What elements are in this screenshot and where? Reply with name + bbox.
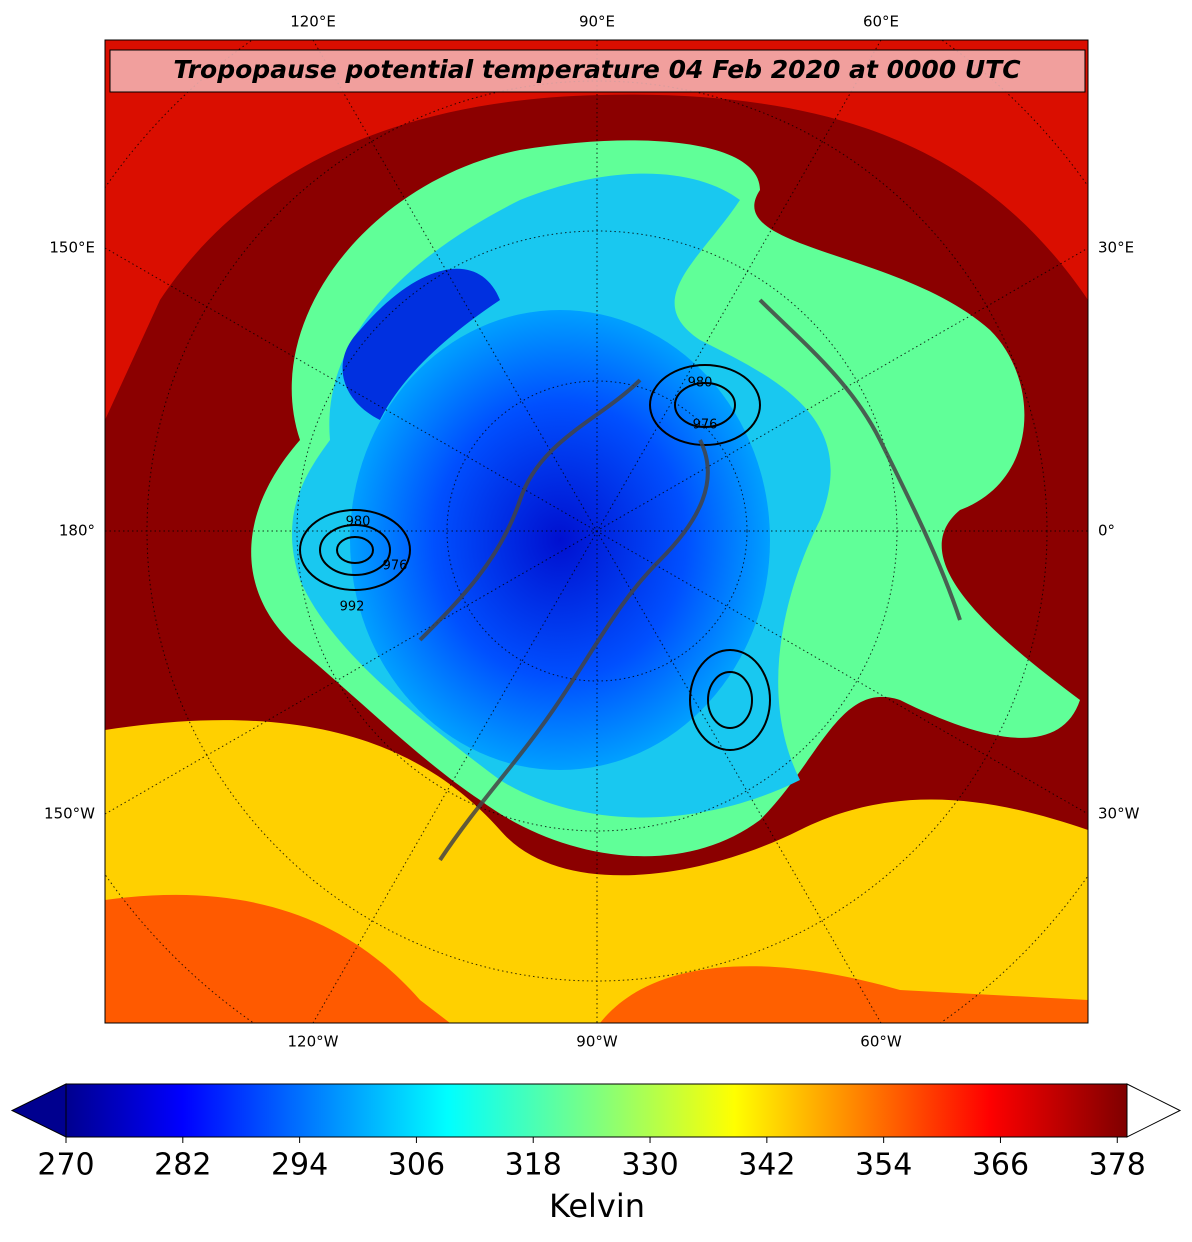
longitude-label: 90°E (579, 13, 615, 31)
contour-label: 980 (688, 376, 713, 391)
longitude-label: 30°E (1098, 239, 1134, 257)
longitude-label: 60°E (863, 13, 899, 31)
longitude-label: 30°W (1098, 805, 1140, 823)
colorbar-tick-label: 282 (154, 1148, 211, 1183)
contour-label: 980 (346, 515, 371, 530)
contour-label: 992 (340, 600, 365, 615)
longitude-label: 120°W (288, 1033, 339, 1051)
colorbar-tick-label: 306 (388, 1148, 445, 1183)
longitude-label: 150°W (44, 805, 95, 823)
contour-label: 976 (383, 559, 408, 574)
colorbar-tick-label: 318 (505, 1148, 562, 1183)
map-frame (104, 39, 1089, 1024)
colorbar-body (66, 1084, 1127, 1137)
colorbar-low-extend (10, 1083, 67, 1138)
colorbar-tick-label: 342 (738, 1148, 795, 1183)
colorbar-tick-label: 330 (621, 1148, 678, 1183)
longitude-label: 120°E (290, 13, 336, 31)
longitude-label: 180° (59, 522, 95, 540)
longitude-label: 60°W (860, 1033, 902, 1051)
colorbar-tick-label: 378 (1089, 1148, 1146, 1183)
colorbar-high-extend (1126, 1083, 1182, 1138)
contour-label: 976 (693, 418, 718, 433)
longitude-label: 0° (1098, 522, 1115, 540)
colorbar-tick-label: 294 (271, 1148, 328, 1183)
colorbar-frame (65, 1083, 1128, 1138)
colorbar: Kelvin 270 282 294 306 318 330 342 354 366 378 (10, 1083, 1182, 1225)
colorbar-tick-label: 270 (37, 1148, 94, 1183)
map-title: Tropopause potential temperature 04 Feb … (173, 55, 1021, 84)
title-box (109, 49, 1086, 93)
labels: 120°E 90°E 60°E 120°W 90°W 60°W 150°E 180° 150°W… (44, 13, 1140, 1051)
colorbar-tick-label: 366 (972, 1148, 1029, 1183)
longitude-label: 90°W (576, 1033, 618, 1051)
longitude-label: 150°E (49, 239, 95, 257)
colorbar-tick-label: 354 (855, 1148, 912, 1183)
colorbar-label: Kelvin (549, 1187, 645, 1225)
